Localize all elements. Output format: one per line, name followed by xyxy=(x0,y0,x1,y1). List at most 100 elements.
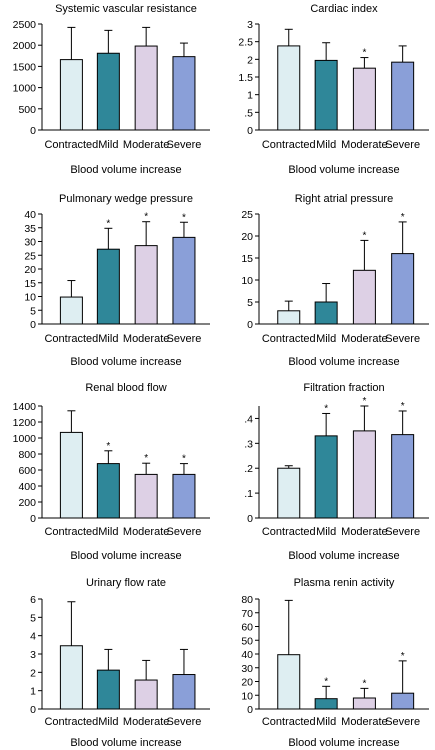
bar-severe xyxy=(391,692,415,710)
y-tick-label: 0 xyxy=(30,125,36,137)
x-tick-label: Severe xyxy=(167,139,202,151)
bar-moderate xyxy=(134,679,158,710)
bar-contracted xyxy=(59,59,83,131)
bar-severe xyxy=(172,56,196,131)
bar-severe xyxy=(172,473,196,519)
bar-moderate xyxy=(134,45,158,131)
x-axis-label: Blood volume increase xyxy=(288,737,399,749)
y-tick-label: .3 xyxy=(244,438,253,450)
significance-marker: * xyxy=(362,230,366,241)
x-tick-label: Contracted xyxy=(44,526,98,538)
y-tick-label: 1000 xyxy=(13,433,37,445)
y-tick-label: 0 xyxy=(247,319,253,331)
significance-marker: * xyxy=(106,218,110,229)
chart-panel-4: Right atrial pressure 0 5 10 15 20 25 Contracte… xyxy=(241,193,429,368)
bar-severe xyxy=(391,253,415,325)
y-tick-label: 2 xyxy=(247,54,253,66)
y-tick-label: 500 xyxy=(18,104,36,116)
chart-panel-1: Systemic vascular resistance 0 500 1000 1500… xyxy=(13,3,210,176)
bar-contracted xyxy=(59,296,83,325)
significance-marker: * xyxy=(362,678,366,689)
chart-title: Filtration fraction xyxy=(303,382,384,394)
x-tick-label: Severe xyxy=(167,716,202,728)
chart-title: Urinary flow rate xyxy=(86,577,166,589)
y-tick-label: 1 xyxy=(247,90,253,102)
bar-severe xyxy=(391,434,415,519)
y-tick-label: 1000 xyxy=(13,83,37,95)
significance-marker: * xyxy=(106,441,110,452)
significance-marker: * xyxy=(182,454,186,465)
x-tick-label: Mild xyxy=(98,139,118,151)
y-tick-label: 6 xyxy=(30,594,36,606)
bar-mild xyxy=(314,301,338,325)
x-tick-label: Severe xyxy=(167,333,202,345)
y-tick-label: .4 xyxy=(244,413,253,425)
y-tick-label: 2000 xyxy=(13,40,37,52)
x-axis-label: Blood volume increase xyxy=(288,356,399,368)
x-tick-label: Moderate xyxy=(123,139,169,151)
x-tick-label: Contracted xyxy=(262,333,316,345)
y-tick-label: 1 xyxy=(30,686,36,698)
x-tick-label: Moderate xyxy=(123,333,169,345)
bar-mild xyxy=(96,248,120,325)
x-tick-label: Moderate xyxy=(341,526,387,538)
y-tick-label: .1 xyxy=(244,488,253,500)
chart-panel-7: Urinary flow rate 0 1 2 3 4 5 6 Contracted Mild Mo… xyxy=(30,577,210,749)
x-axis-label: Blood volume increase xyxy=(70,356,181,368)
x-tick-label: Contracted xyxy=(262,526,316,538)
y-tick-label: 15 xyxy=(24,278,36,290)
significance-marker: * xyxy=(144,212,148,223)
significance-marker: * xyxy=(324,403,328,414)
chart-title: Renal blood flow xyxy=(85,382,166,394)
y-tick-label: 0 xyxy=(30,319,36,331)
x-tick-label: Mild xyxy=(316,333,336,345)
bar-mild xyxy=(314,435,338,519)
y-tick-label: 0 xyxy=(247,513,253,525)
y-tick-label: 5 xyxy=(30,305,36,317)
chart-title: Pulmonary wedge pressure xyxy=(59,193,193,205)
y-tick-label: 200 xyxy=(18,497,36,509)
y-tick-label: 2.5 xyxy=(238,37,253,49)
x-tick-label: Moderate xyxy=(341,139,387,151)
significance-marker: * xyxy=(362,48,366,59)
x-tick-label: Contracted xyxy=(44,333,98,345)
x-tick-label: Contracted xyxy=(44,139,98,151)
x-axis-label: Blood volume increase xyxy=(70,737,181,749)
significance-marker: * xyxy=(144,453,148,464)
bar-moderate xyxy=(134,473,158,519)
y-tick-label: 40 xyxy=(24,209,36,221)
y-tick-label: 20 xyxy=(241,231,253,243)
y-tick-label: 35 xyxy=(24,223,36,235)
bar-moderate xyxy=(352,430,376,519)
x-tick-label: Contracted xyxy=(262,716,316,728)
bar-mild xyxy=(314,698,338,710)
y-tick-label: 60 xyxy=(241,622,253,634)
x-tick-label: Moderate xyxy=(123,716,169,728)
bar-severe xyxy=(172,236,196,325)
y-tick-label: 0 xyxy=(247,704,253,716)
x-tick-label: Mild xyxy=(316,716,336,728)
y-tick-label: 0 xyxy=(247,125,253,137)
bar-contracted xyxy=(59,431,83,519)
x-tick-label: Severe xyxy=(385,139,420,151)
x-tick-label: Mild xyxy=(98,716,118,728)
bar-contracted xyxy=(277,310,301,325)
x-tick-label: Severe xyxy=(385,526,420,538)
bar-contracted xyxy=(277,654,301,710)
bar-mild xyxy=(96,669,120,710)
x-tick-label: Moderate xyxy=(341,716,387,728)
y-tick-label: 600 xyxy=(18,465,36,477)
x-tick-label: Severe xyxy=(167,526,202,538)
chart-panel-3: Pulmonary wedge pressure0510152025303540… xyxy=(24,193,210,368)
y-tick-label: .5 xyxy=(244,107,253,119)
x-tick-label: Mild xyxy=(316,526,336,538)
y-tick-label: 20 xyxy=(24,264,36,276)
bar-moderate xyxy=(134,245,158,325)
x-tick-label: Contracted xyxy=(262,139,316,151)
x-tick-label: Mild xyxy=(98,333,118,345)
y-tick-label: 20 xyxy=(241,677,253,689)
x-tick-label: Moderate xyxy=(123,526,169,538)
x-tick-label: Severe xyxy=(385,333,420,345)
x-axis-label: Blood volume increase xyxy=(70,164,181,176)
